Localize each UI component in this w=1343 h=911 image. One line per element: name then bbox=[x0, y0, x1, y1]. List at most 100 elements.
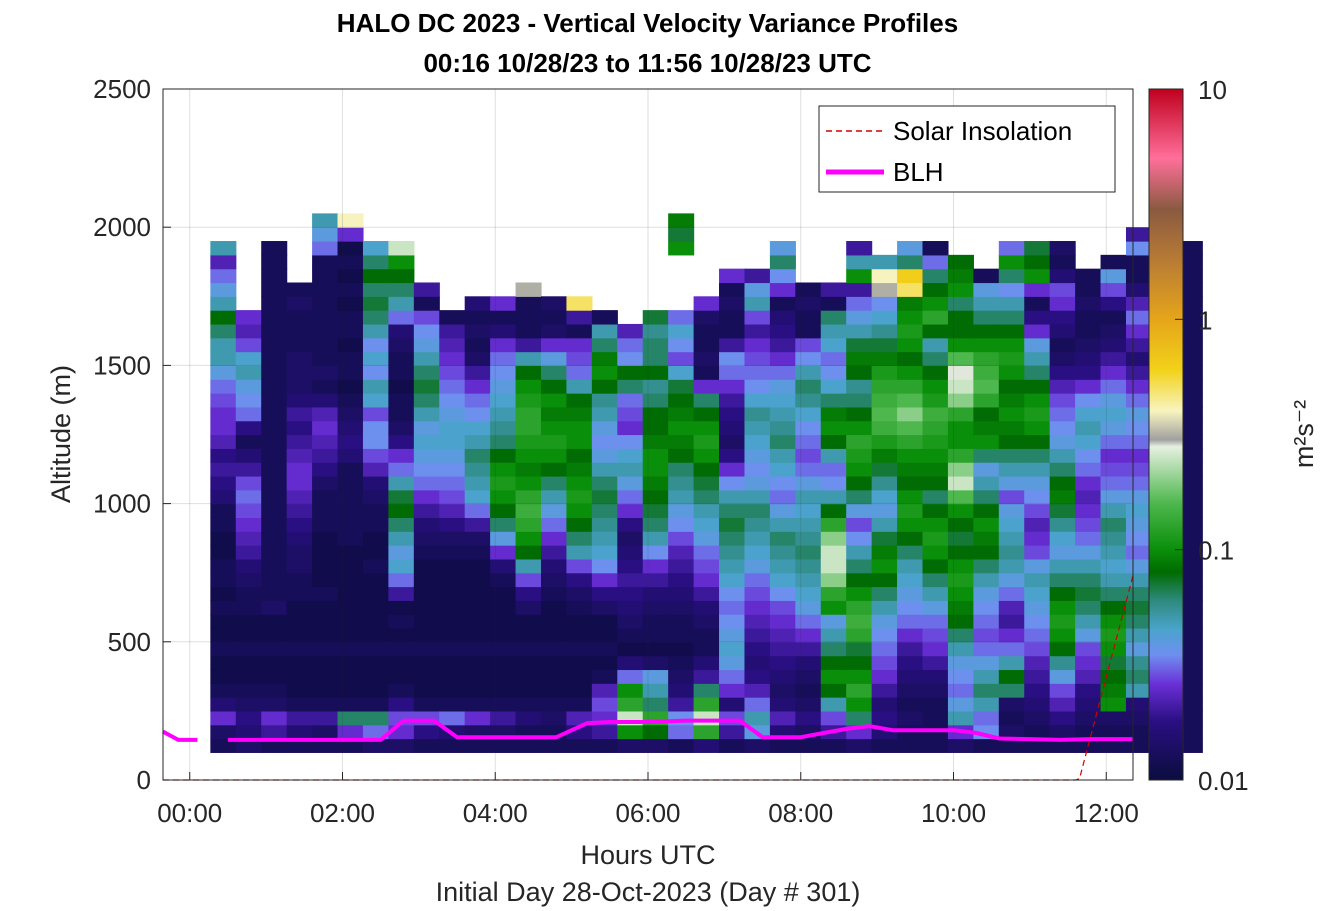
heatmap-cell bbox=[439, 420, 466, 436]
heatmap-cell bbox=[668, 641, 695, 657]
heatmap-cell bbox=[719, 572, 746, 588]
heatmap-cell bbox=[1125, 241, 1152, 256]
heatmap-cell bbox=[413, 282, 440, 297]
heatmap-cell bbox=[998, 489, 1025, 505]
heatmap-cell bbox=[744, 669, 771, 684]
heatmap-cell bbox=[312, 655, 339, 671]
heatmap-cell bbox=[820, 558, 847, 574]
heatmap-cell bbox=[693, 365, 720, 380]
heatmap-cell bbox=[871, 558, 898, 574]
heatmap-cell bbox=[922, 655, 949, 671]
heatmap-cell bbox=[235, 503, 262, 519]
heatmap-cell bbox=[591, 475, 618, 491]
heatmap-cell bbox=[795, 323, 822, 339]
heatmap-cell bbox=[388, 296, 415, 311]
heatmap-cell bbox=[388, 600, 415, 615]
heatmap-cell bbox=[1100, 683, 1127, 698]
heatmap-cell bbox=[566, 393, 593, 408]
heatmap-cell bbox=[388, 655, 415, 671]
heatmap-cell bbox=[515, 586, 542, 601]
heatmap-cell bbox=[362, 254, 389, 270]
heatmap-cell bbox=[235, 710, 262, 726]
heatmap-cell bbox=[464, 586, 491, 601]
heatmap-cell bbox=[617, 627, 644, 643]
heatmap-cell bbox=[235, 462, 262, 477]
heatmap-cell bbox=[490, 475, 517, 491]
heatmap-cell bbox=[973, 669, 1000, 684]
heatmap-cell bbox=[973, 379, 1000, 394]
heatmap-cell bbox=[1100, 600, 1127, 615]
heatmap-cell bbox=[1125, 738, 1152, 753]
heatmap-cell bbox=[515, 296, 542, 311]
heatmap-cell bbox=[490, 420, 517, 436]
heatmap-cell bbox=[769, 517, 796, 532]
heatmap-cell bbox=[769, 586, 796, 601]
heatmap-cell bbox=[1024, 282, 1051, 297]
heatmap-cell bbox=[693, 641, 720, 657]
heatmap-cell bbox=[1125, 489, 1152, 505]
heatmap-cell bbox=[1125, 379, 1152, 394]
heatmap-cell bbox=[897, 710, 924, 726]
heatmap-cell bbox=[998, 448, 1025, 463]
heatmap-cell bbox=[668, 614, 695, 629]
heatmap-cell bbox=[820, 462, 847, 477]
heatmap-cell bbox=[591, 351, 618, 366]
heatmap-cell bbox=[795, 406, 822, 422]
heatmap-cell bbox=[490, 710, 517, 726]
heatmap-cell bbox=[947, 489, 974, 505]
heatmap-cell bbox=[693, 614, 720, 629]
heatmap-cell bbox=[795, 697, 822, 712]
heatmap-cell bbox=[846, 489, 873, 505]
heatmap-cell bbox=[490, 558, 517, 574]
heatmap-cell bbox=[388, 254, 415, 270]
heatmap-cell bbox=[897, 655, 924, 671]
heatmap-cell bbox=[235, 669, 262, 684]
heatmap-cell bbox=[286, 351, 313, 366]
heatmap-cell bbox=[795, 337, 822, 353]
heatmap-cell bbox=[693, 517, 720, 532]
heatmap-cell bbox=[1100, 296, 1127, 311]
heatmap-cell bbox=[922, 531, 949, 546]
heatmap-cell bbox=[566, 420, 593, 436]
heatmap-cell bbox=[362, 393, 389, 408]
heatmap-cell bbox=[490, 489, 517, 505]
heatmap-cell bbox=[973, 462, 1000, 477]
heatmap-cell bbox=[871, 462, 898, 477]
heatmap-cell bbox=[1125, 517, 1152, 532]
heatmap-cell bbox=[464, 296, 491, 311]
heatmap-cell bbox=[820, 323, 847, 339]
heatmap-cell bbox=[973, 503, 1000, 519]
heatmap-cell bbox=[286, 545, 313, 560]
heatmap-cell bbox=[210, 669, 237, 684]
heatmap-cell bbox=[413, 641, 440, 657]
heatmap-cell bbox=[439, 655, 466, 671]
heatmap-cell bbox=[464, 351, 491, 366]
heatmap-cell bbox=[1100, 517, 1127, 532]
heatmap-cell bbox=[769, 738, 796, 753]
heatmap-cell bbox=[973, 697, 1000, 712]
x-tick-label: 06:00 bbox=[615, 798, 680, 828]
heatmap-cell bbox=[286, 323, 313, 339]
heatmap-cell bbox=[973, 310, 1000, 325]
heatmap-cell bbox=[261, 558, 288, 574]
heatmap-cell bbox=[795, 531, 822, 546]
heatmap-cell bbox=[464, 627, 491, 643]
heatmap-cell bbox=[973, 683, 1000, 698]
heatmap-cell bbox=[210, 614, 237, 629]
heatmap-cell bbox=[286, 517, 313, 532]
heatmap-cell bbox=[795, 462, 822, 477]
legend: Solar Insolation BLH bbox=[818, 105, 1116, 193]
heatmap-cell bbox=[566, 503, 593, 519]
heatmap-cell bbox=[922, 683, 949, 698]
heatmap-cell bbox=[871, 268, 898, 284]
heatmap-cell bbox=[846, 406, 873, 422]
heatmap-cell bbox=[388, 641, 415, 657]
heatmap-cell bbox=[210, 558, 237, 574]
heatmap-cell bbox=[1075, 531, 1102, 546]
heatmap-cell bbox=[439, 310, 466, 325]
heatmap-cell bbox=[413, 545, 440, 560]
heatmap-cell bbox=[591, 600, 618, 615]
heatmap-cell bbox=[515, 337, 542, 353]
heatmap-cell bbox=[362, 683, 389, 698]
heatmap-cell bbox=[235, 572, 262, 588]
